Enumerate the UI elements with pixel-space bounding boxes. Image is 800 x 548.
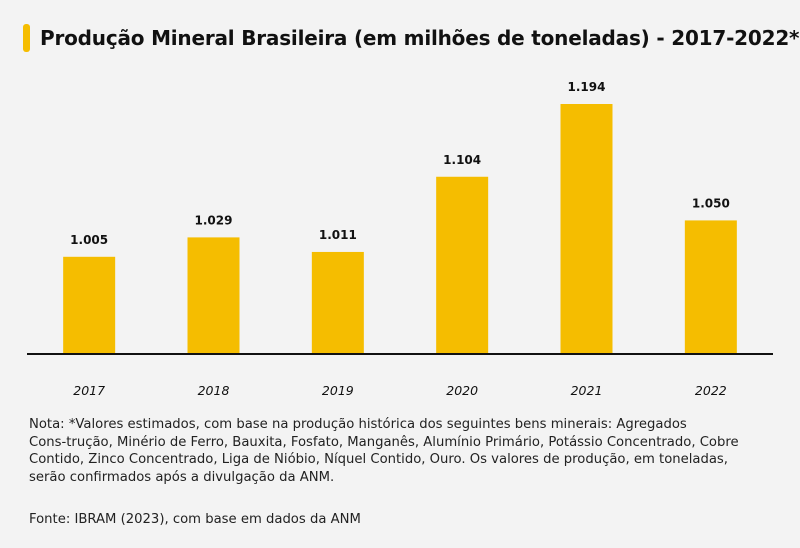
chart-title-block: Produção Mineral Brasileira (em milhões … — [23, 24, 800, 52]
footnote-line: serão confirmados após a divulgação da A… — [29, 469, 335, 485]
footnote-line: Contido, Zinco Concentrado, Liga de Niób… — [29, 452, 728, 467]
value-label-2017: 1.005 — [70, 233, 108, 247]
value-label-2018: 1.029 — [195, 213, 233, 227]
chart-title: Produção Mineral Brasileira (em milhões … — [40, 26, 800, 50]
source-text: Fonte: IBRAM (2023), com base em dados d… — [29, 512, 361, 527]
footnote-line: Cons-trução, Minério de Ferro, Bauxita, … — [29, 434, 739, 450]
value-label-2021: 1.194 — [568, 80, 606, 94]
x-tick-label-2017: 2017 — [73, 383, 105, 398]
footnote-line: Nota: *Valores estimados, com base na pr… — [29, 417, 687, 432]
bar-2019 — [311, 251, 364, 353]
x-tick-label-2019: 2019 — [322, 383, 354, 398]
bar-2022 — [684, 220, 737, 353]
value-label-2020: 1.104 — [443, 153, 481, 167]
title-accent-bar — [23, 24, 30, 52]
x-tick-label-2021: 2021 — [571, 383, 603, 398]
bars-group: 1.005 2017 1.029 2018 1.011 2019 1.104 2020 1.19… — [63, 80, 737, 398]
x-tick-label-2020: 2020 — [446, 383, 478, 398]
bar-2021 — [560, 104, 613, 353]
x-tick-label-2022: 2022 — [695, 383, 727, 398]
footnote: Nota: *Valores estimados, com base na pr… — [29, 416, 789, 486]
value-label-2022: 1.050 — [692, 196, 730, 210]
x-tick-label-2018: 2018 — [198, 383, 230, 398]
bar-2018 — [187, 237, 240, 353]
bar-2020 — [436, 176, 489, 353]
bar-2017 — [63, 256, 116, 353]
value-label-2019: 1.011 — [319, 228, 357, 242]
